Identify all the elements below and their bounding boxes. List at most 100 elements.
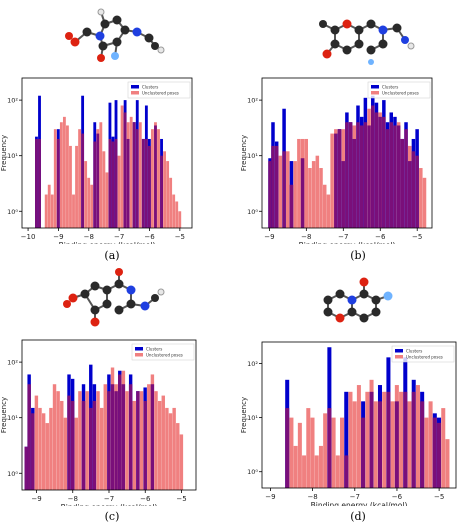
overlap-bar	[420, 401, 425, 488]
overlap-bar	[385, 129, 390, 228]
overlap-bar	[81, 400, 86, 490]
y-tick-label: 10²	[7, 97, 18, 105]
overlap-bar	[437, 422, 442, 488]
panel-caption-c: (c)	[104, 510, 120, 523]
overlap-bar	[337, 129, 342, 228]
y-axis-label: Frequency	[0, 397, 8, 433]
overlap-bar	[432, 417, 437, 488]
unclustered-bar	[428, 401, 433, 488]
overlap-bar	[407, 161, 412, 228]
unclustered-bar	[172, 194, 176, 228]
x-tick-label: −9	[265, 493, 275, 501]
legend-swatch-unclustered	[395, 355, 403, 359]
unclustered-bar	[422, 177, 427, 228]
panel-caption-a: (a)	[104, 249, 120, 262]
unclustered-bar	[99, 122, 103, 228]
unclustered-bar	[356, 385, 361, 488]
overlap-bar	[334, 133, 338, 228]
unclustered-bar	[407, 401, 412, 488]
unclustered-bar	[331, 417, 336, 488]
unclustered-bar	[151, 129, 154, 228]
unclustered-bar	[102, 151, 106, 228]
x-tick-label: −7	[338, 233, 348, 241]
x-tick-label: −6	[392, 493, 403, 501]
overlap-bar	[31, 413, 35, 490]
plot-frame	[261, 77, 433, 229]
y-tick-label: 10¹	[247, 414, 258, 422]
x-tick-label: −8	[307, 493, 317, 501]
overlap-bar	[143, 400, 147, 490]
overlap-bar	[128, 384, 133, 490]
overlap-bar	[93, 141, 97, 228]
overlap-bar	[352, 138, 357, 228]
legend-swatch-clusters	[371, 85, 379, 89]
x-tick-label: −6	[144, 233, 155, 241]
unclustered-bar	[286, 151, 290, 228]
unclustered-bar	[34, 395, 39, 490]
legend-label-clusters: Clusters	[142, 85, 158, 90]
x-tick-label: −5	[176, 495, 186, 503]
overlap-bar	[300, 158, 305, 228]
unclustered-bar	[120, 105, 124, 228]
overlap-bar	[144, 138, 148, 228]
x-tick-label: −5	[434, 493, 444, 501]
overlap-bar	[356, 122, 360, 228]
unclustered-bar	[138, 122, 142, 228]
unclustered-bar	[310, 417, 315, 488]
legend-swatch-clusters	[135, 347, 143, 351]
unclustered-bar	[78, 129, 81, 228]
panel-caption-d: (d)	[350, 510, 366, 523]
unclustered-bar	[90, 184, 94, 228]
legend-swatch-unclustered	[371, 91, 379, 95]
unclustered-bar	[178, 211, 182, 228]
overlap-bar	[132, 122, 136, 228]
overlap-bar	[107, 391, 111, 490]
x-tick-label: −6	[140, 495, 151, 503]
overlap-bar	[92, 400, 97, 490]
unclustered-bar	[41, 413, 46, 490]
overlap-bar	[369, 391, 374, 488]
unclustered-bar	[66, 125, 69, 228]
unclustered-bar	[49, 407, 53, 490]
unclustered-bar	[165, 407, 169, 490]
legend-box	[131, 343, 195, 361]
unclustered-bar	[318, 445, 323, 488]
x-tick-label: −9	[31, 495, 41, 503]
overlap-bar	[271, 145, 275, 228]
y-tick-label: 10¹	[247, 152, 258, 160]
unclustered-bar	[105, 172, 109, 228]
unclustered-bar	[45, 423, 49, 490]
x-tick-label: −7	[350, 493, 360, 501]
overlap-bar	[327, 408, 332, 488]
unclustered-bar	[154, 391, 158, 490]
unclustered-bar	[415, 385, 420, 488]
y-tick-label: 10²	[247, 97, 258, 105]
unclustered-bar	[44, 194, 48, 228]
x-tick-label: −7	[114, 233, 124, 241]
overlap-bar	[348, 122, 353, 228]
unclustered-bar	[179, 434, 184, 490]
unclustered-bar	[161, 395, 165, 490]
overlap-bar	[282, 151, 286, 228]
x-tick-label: −10	[21, 233, 36, 241]
overlap-bar	[56, 138, 60, 228]
legend-swatch-clusters	[131, 85, 139, 89]
x-axis-label: Binding energy (kcal/mol)	[59, 241, 156, 244]
overlap-bar	[394, 401, 399, 488]
unclustered-bar	[308, 168, 312, 228]
unclustered-bar	[322, 184, 327, 228]
unclustered-bar	[50, 194, 54, 228]
overlap-bar	[114, 138, 118, 228]
overlap-bar	[27, 384, 31, 490]
unclustered-bar	[176, 423, 180, 490]
overlap-bar	[70, 400, 75, 490]
overlap-bar	[150, 384, 155, 490]
overlap-bar	[377, 401, 382, 488]
overlap-bar	[274, 145, 279, 228]
overlap-bar	[289, 184, 294, 228]
unclustered-bar	[157, 400, 162, 490]
y-axis-label: Frequency	[0, 135, 8, 171]
y-tick-label: 10¹	[7, 414, 18, 422]
unclustered-bar	[289, 417, 294, 488]
unclustered-bar	[139, 391, 144, 490]
